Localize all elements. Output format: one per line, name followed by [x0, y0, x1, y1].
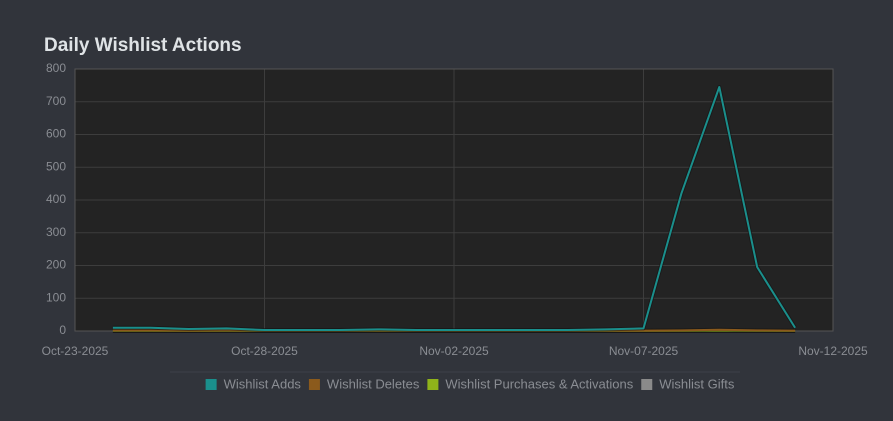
y-tick-label: 100 — [46, 290, 66, 304]
y-tick-label: 400 — [46, 192, 66, 206]
y-tick-label: 700 — [46, 94, 66, 108]
y-tick-label: 200 — [46, 258, 66, 272]
y-tick-label: 500 — [46, 159, 66, 173]
legend-label: Wishlist Deletes — [327, 376, 420, 391]
legend-label: Wishlist Purchases & Activations — [445, 376, 633, 391]
legend: Wishlist Adds Wishlist Deletes Wishlist Pu… — [205, 376, 735, 391]
y-tick-label: 300 — [46, 225, 66, 239]
legend-swatch — [427, 379, 439, 390]
legend-swatch — [308, 379, 320, 390]
legend-swatch — [205, 379, 217, 390]
x-tick-label: Nov-12-2025 — [798, 344, 868, 358]
data-line — [112, 86, 796, 332]
x-tick-label: Oct-23-2025 — [42, 344, 109, 358]
y-tick-label: 600 — [46, 127, 66, 141]
y-tick-label: 0 — [59, 323, 66, 337]
legend-swatch — [641, 379, 653, 390]
x-tick-label: Nov-07-2025 — [609, 344, 679, 358]
chart-title: Daily Wishlist Actions — [44, 35, 242, 56]
x-tick-label: Nov-02-2025 — [419, 344, 489, 358]
x-tick-label: Oct-28-2025 — [231, 344, 298, 358]
legend-label: Wishlist Adds — [224, 376, 302, 391]
legend-label: Wishlist Gifts — [659, 376, 735, 391]
y-tick-label: 800 — [46, 61, 66, 75]
